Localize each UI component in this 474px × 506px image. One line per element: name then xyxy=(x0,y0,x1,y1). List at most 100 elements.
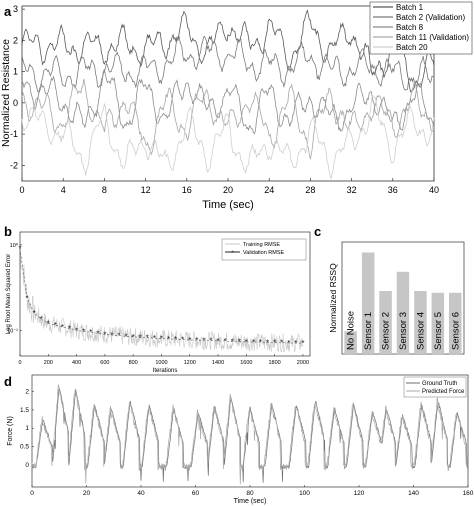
panel-b-x-tick-label: 1400 xyxy=(212,360,224,366)
panel-c-bars-group: No Noise Sensor 1 Sensor 2 Sensor 3 Sensor 4… xyxy=(344,252,462,355)
panel-c-y-axis-label: Normalized RSSQ xyxy=(328,263,338,333)
panel-a-x-tick-label: 28 xyxy=(305,185,315,195)
panel-d-x-tick-label: 140 xyxy=(408,490,419,497)
panel-d-x-tick-label: 60 xyxy=(192,490,200,497)
panel-b-validation-marker: * xyxy=(252,338,255,347)
panel-b-y-tick-label: 10⁰ xyxy=(10,242,19,249)
panel-b-x-tick-label: 1600 xyxy=(240,360,252,366)
panel-b-validation-marker: * xyxy=(89,328,92,337)
panel-a-legend-entry: Batch 11 (Validation) xyxy=(396,33,469,42)
panel-c-bar xyxy=(449,292,462,355)
panel-c-bar xyxy=(431,292,445,355)
panel-b-validation-marker: * xyxy=(216,337,219,346)
panel-a-y-tick-label: -2 xyxy=(10,160,18,170)
panel-d-series-line-0 xyxy=(31,387,469,483)
panel-b-validation-marker: * xyxy=(33,309,36,318)
panel-b-x-tick-label: 1800 xyxy=(269,360,281,366)
panel-b-y-ticks: 10⁰ 10⁻¹ xyxy=(7,242,22,334)
panel-b-validation-marker: * xyxy=(188,336,191,345)
panel-c-chart: No Noise Sensor 1 Sensor 2 Sensor 3 Sensor 4… xyxy=(328,241,465,355)
panel-b-validation-marker: * xyxy=(110,331,113,340)
panel-b-validation-marker: * xyxy=(224,337,227,346)
panel-b-validation-marker: * xyxy=(273,339,276,348)
panel-b-validation-marker: * xyxy=(117,332,120,341)
panel-a-y-tick-label: 1 xyxy=(13,67,18,77)
panel-b-validation-marker: * xyxy=(280,339,283,348)
panel-b-validation-marker: * xyxy=(153,334,156,343)
panel-a-y-ticks: -2 -1 0 1 2 3 xyxy=(10,4,25,170)
panel-b-validation-marker: * xyxy=(40,315,43,324)
panel-b-validation-marker: * xyxy=(26,294,29,303)
panel-a-x-tick-label: 0 xyxy=(19,185,24,195)
panel-b-legend-marker: * xyxy=(231,251,234,257)
panel-label-c: c xyxy=(314,224,321,239)
panel-a-legend-entry: Batch 2 (Validation) xyxy=(396,13,466,22)
panel-b-validation-marker: * xyxy=(139,333,142,342)
panel-b-legend-box xyxy=(221,238,307,261)
panel-c-category-label: Sensor 1 xyxy=(363,312,374,350)
panel-d-legend-entry: Ground Truth xyxy=(422,381,457,387)
panel-d-legend: Ground Truth Predicted Force xyxy=(403,376,467,398)
panel-a-x-tick-label: 20 xyxy=(223,185,233,195)
panel-b-validation-marker: * xyxy=(259,338,262,347)
panel-d-chart: 0 20 40 60 80 100 120 140 160 0 0.5 1 1.5 2 Time (se… xyxy=(7,374,474,505)
panel-d-legend-entry: Predicted Force xyxy=(422,389,465,395)
panel-b-validation-marker: * xyxy=(103,330,106,339)
panel-b-validation-marker: * xyxy=(294,339,297,348)
panel-b-validation-marker: * xyxy=(75,326,78,335)
panel-b-series-group: * * * * * * * * * * * * * * * * * * * * * * * * * * * * * * * * * * * * * * * *… xyxy=(18,245,304,353)
panel-b-validation-marker: * xyxy=(54,321,57,330)
panel-a-y-tick-label: 3 xyxy=(13,4,18,14)
panel-b-legend: Training RMSE * Validation RMSE xyxy=(221,238,307,261)
panel-b-y-axis-label: Log Root Mean Squared Error xyxy=(6,254,12,334)
panel-a-series-line-4 xyxy=(21,94,435,180)
panel-b-validation-marker: * xyxy=(209,337,212,346)
panel-b-x-tick-label: 600 xyxy=(100,360,109,366)
panel-b-validation-marker: * xyxy=(167,335,170,344)
panel-b-validation-marker: * xyxy=(202,337,205,346)
panel-b-validation-line xyxy=(19,248,303,344)
panel-a-x-tick-label: 4 xyxy=(61,185,66,195)
panel-d-series-group xyxy=(31,384,469,485)
panel-a-legend-entry: Batch 20 xyxy=(396,43,428,52)
panel-a-x-tick-label: 8 xyxy=(102,185,107,195)
panel-a-series-group xyxy=(21,9,435,180)
panel-c-category-label: Sensor 6 xyxy=(450,312,461,350)
panel-label-a: a xyxy=(4,4,12,19)
panel-b-validation-marker: * xyxy=(195,336,198,345)
panel-b-training-line xyxy=(19,248,304,353)
panel-a-x-tick-label: 16 xyxy=(182,185,192,195)
panel-c-bar xyxy=(361,252,375,354)
panel-b-validation-marker: * xyxy=(231,338,234,347)
panel-a-series-line-0 xyxy=(21,9,435,93)
panel-b-y-tick-label: 10⁻¹ xyxy=(7,328,18,334)
panel-b-legend-entry: Training RMSE xyxy=(243,242,280,248)
panel-b-validation-marker: * xyxy=(68,325,71,334)
panel-b-validation-marker: * xyxy=(96,329,99,338)
panel-a-series-line-3 xyxy=(21,78,435,161)
panel-a-series-line-2 xyxy=(21,68,435,135)
panel-d-y-axis-label: Force (N) xyxy=(7,416,14,446)
panel-d-y-tick-label: 1.5 xyxy=(20,407,29,414)
panel-b-validation-marker: * xyxy=(287,339,290,348)
panel-d-series-line-1 xyxy=(31,384,469,485)
panel-d-x-tick-label: 80 xyxy=(246,490,254,497)
panel-a-x-tick-label: 24 xyxy=(264,185,274,195)
panel-a-y-axis-label: Normalized Resistance xyxy=(0,39,12,147)
panel-c-category-label: Sensor 2 xyxy=(381,312,392,350)
panel-c-category-label: No Noise xyxy=(346,311,357,350)
panel-a-x-tick-label: 12 xyxy=(141,185,151,195)
panel-d-x-axis-label: Time (sec) xyxy=(234,498,267,505)
panel-a-legend-entry: Batch 1 xyxy=(396,3,424,12)
panel-a-x-axis-label: Time (sec) xyxy=(202,199,254,211)
panel-b-validation-marker: * xyxy=(61,323,64,332)
panel-a-x-tick-label: 32 xyxy=(347,185,357,195)
panel-d-x-tick-label: 160 xyxy=(463,490,474,497)
panel-b-x-tick-label: 800 xyxy=(129,360,138,366)
panel-d-y-tick-label: 1 xyxy=(25,425,29,432)
panel-b-validation-marker: * xyxy=(174,335,177,344)
panel-c-bar xyxy=(414,291,427,354)
